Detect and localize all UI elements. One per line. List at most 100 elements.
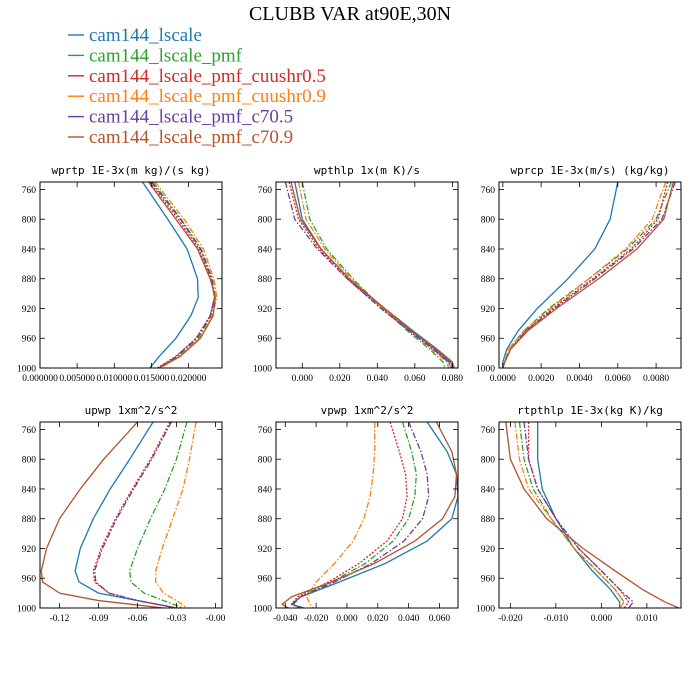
series-cam144_lscale <box>294 182 455 368</box>
x-tick-label: -0.03 <box>167 614 187 624</box>
series-cam144_lscale_pmf_cuushr0.5 <box>502 182 669 368</box>
panel-title: wprtp 1E-3x(m kg)/(s kg) <box>52 164 211 177</box>
x-tick-label: 0.040 <box>367 374 389 384</box>
x-tick-label: -0.12 <box>50 614 70 624</box>
y-tick-label: 840 <box>258 245 273 255</box>
series-cam144_lscale_pmf <box>292 422 418 608</box>
legend-label-0: cam144_lscale <box>89 25 202 46</box>
y-tick-label: 760 <box>258 186 273 196</box>
series-cam144_lscale_pmf_cuushr0.9 <box>502 182 667 368</box>
y-tick-label: 920 <box>258 545 273 555</box>
y-tick-label: 1000 <box>17 365 36 375</box>
series-cam144_lscale_pmf_cuushr0.5 <box>290 422 408 608</box>
series-cam144_lscale <box>74 422 177 608</box>
y-tick-label: 760 <box>481 426 496 436</box>
y-tick-label: 760 <box>22 186 37 196</box>
x-tick-label: 0.010000 <box>96 374 132 384</box>
y-tick-label: 800 <box>481 456 496 466</box>
y-tick-label: 920 <box>481 545 496 555</box>
series-cam144_lscale_pmf_c70.5 <box>292 422 430 608</box>
panel-title: wpthlp 1x(m K)/s <box>314 164 420 177</box>
y-tick-label: 960 <box>481 335 496 345</box>
x-tick-label: 0.0060 <box>605 374 631 384</box>
y-tick-label: 1000 <box>17 605 36 615</box>
panel-5: rtpthlp 1E-3x(kg K)/kg 760 800 840 880 920 960… <box>476 404 682 624</box>
y-tick-label: 960 <box>22 575 37 585</box>
y-tick-label: 1000 <box>476 605 495 615</box>
series-cam144_lscale <box>502 182 619 368</box>
y-tick-label: 880 <box>22 515 37 525</box>
x-tick-label: 0.010 <box>636 614 658 624</box>
series-cam144_lscale_pmf_cuushr0.9 <box>154 182 218 368</box>
series-cam144_lscale_pmf_cuushr0.5 <box>149 182 216 368</box>
legend: cam144_lscalecam144_lscale_pmfcam144_lsc… <box>68 25 326 148</box>
x-tick-label: -0.020 <box>304 614 329 624</box>
x-tick-label: 0.000 <box>336 614 358 624</box>
x-tick-label: 0.0080 <box>643 374 669 384</box>
y-tick-label: 920 <box>258 305 273 315</box>
series-cam144_lscale_pmf_cuushr0.9 <box>514 422 625 608</box>
x-tick-label: 0.0040 <box>566 374 592 384</box>
series-cam144_lscale_pmf <box>301 182 446 368</box>
y-tick-label: 840 <box>481 245 496 255</box>
x-tick-label: -0.06 <box>128 614 148 624</box>
x-tick-label: 0.0000 <box>490 374 516 384</box>
y-tick-label: 920 <box>22 305 37 315</box>
series-cam144_lscale_pmf_cuushr0.9 <box>155 422 197 608</box>
x-tick-label: 0.060 <box>429 614 451 624</box>
series-cam144_lscale_pmf_c70.9 <box>40 422 164 608</box>
x-tick-label: -0.09 <box>89 614 109 624</box>
plot-frame <box>275 421 459 609</box>
series-cam144_lscale_pmf_cuushr0.5 <box>92 422 177 608</box>
y-tick-label: 760 <box>481 186 496 196</box>
panel-0: wprtp 1E-3x(m kg)/(s kg) 760 800 840 880 920 9… <box>17 164 223 384</box>
series-cam144_lscale_pmf_c70.9 <box>502 182 674 368</box>
y-tick-label: 800 <box>258 216 273 226</box>
series-cam144_lscale_pmf <box>518 422 625 608</box>
plot-frame <box>275 181 459 369</box>
y-tick-label: 1000 <box>476 365 495 375</box>
series-cam144_lscale_pmf_c70.9 <box>281 422 458 608</box>
y-tick-label: 800 <box>22 216 37 226</box>
series-cam144_lscale_pmf_c70.5 <box>284 182 453 368</box>
x-tick-label: 0.000000 <box>22 374 58 384</box>
series-cam144_lscale_pmf_c70.9 <box>505 422 679 608</box>
x-tick-label: 0.000 <box>591 614 613 624</box>
x-tick-label: 0.040 <box>398 614 420 624</box>
y-tick-label: 800 <box>258 456 273 466</box>
panel-2: wprcp 1E-3x(m/s) (kg/kg) 760 800 840 880 920 9… <box>476 164 682 384</box>
plot-frame <box>498 421 682 609</box>
x-tick-label: -0.010 <box>544 614 569 624</box>
legend-label-4: cam144_lscale_pmf_c70.5 <box>89 107 293 128</box>
x-tick-label: 0.020000 <box>171 374 207 384</box>
panel-4: vpwp 1xm^2/s^27608008408809209601000-0.0… <box>253 404 459 624</box>
panel-1: wpthlp 1x(m K)/s 760 800 840 880 920 960 1000 0.… <box>253 164 463 384</box>
series-cam144_lscale_pmf_c70.5 <box>523 422 634 608</box>
plot-frame <box>498 181 682 369</box>
series-cam144_lscale <box>141 182 199 368</box>
panel-title: upwp 1xm^2/s^2 <box>85 404 178 417</box>
x-tick-label: -0.020 <box>498 614 523 624</box>
series-cam144_lscale_pmf_c70.5 <box>150 182 216 368</box>
x-tick-label: -0.00 <box>206 614 226 624</box>
panel-title: rtpthlp 1E-3x(kg K)/kg <box>517 404 663 417</box>
panel-3: upwp 1xm^2/s^2 760 800 840 880 920 960 1000 -0.1… <box>17 404 226 624</box>
series-cam144_lscale_pmf_cuushr0.9 <box>306 422 376 608</box>
legend-label-3: cam144_lscale_pmf_cuushr0.9 <box>89 86 326 107</box>
x-tick-label: 0.060 <box>404 374 426 384</box>
y-tick-label: 840 <box>22 245 37 255</box>
x-tick-label: 0.000 <box>292 374 314 384</box>
y-tick-label: 880 <box>258 275 273 285</box>
series-cam144_lscale_pmf_cuushr0.5 <box>288 182 452 368</box>
y-tick-label: 920 <box>481 305 496 315</box>
series-cam144_lscale_pmf_cuushr0.9 <box>297 182 450 368</box>
y-tick-label: 880 <box>258 515 273 525</box>
x-tick-label: 0.0020 <box>528 374 554 384</box>
y-tick-label: 840 <box>258 485 273 495</box>
y-tick-label: 760 <box>22 426 37 436</box>
y-tick-label: 840 <box>481 485 496 495</box>
x-tick-label: 0.015000 <box>134 374 170 384</box>
series-cam144_lscale_pmf_c70.9 <box>290 182 455 368</box>
series-cam144_lscale_pmf_c70.9 <box>147 182 216 368</box>
y-tick-label: 840 <box>22 485 37 495</box>
